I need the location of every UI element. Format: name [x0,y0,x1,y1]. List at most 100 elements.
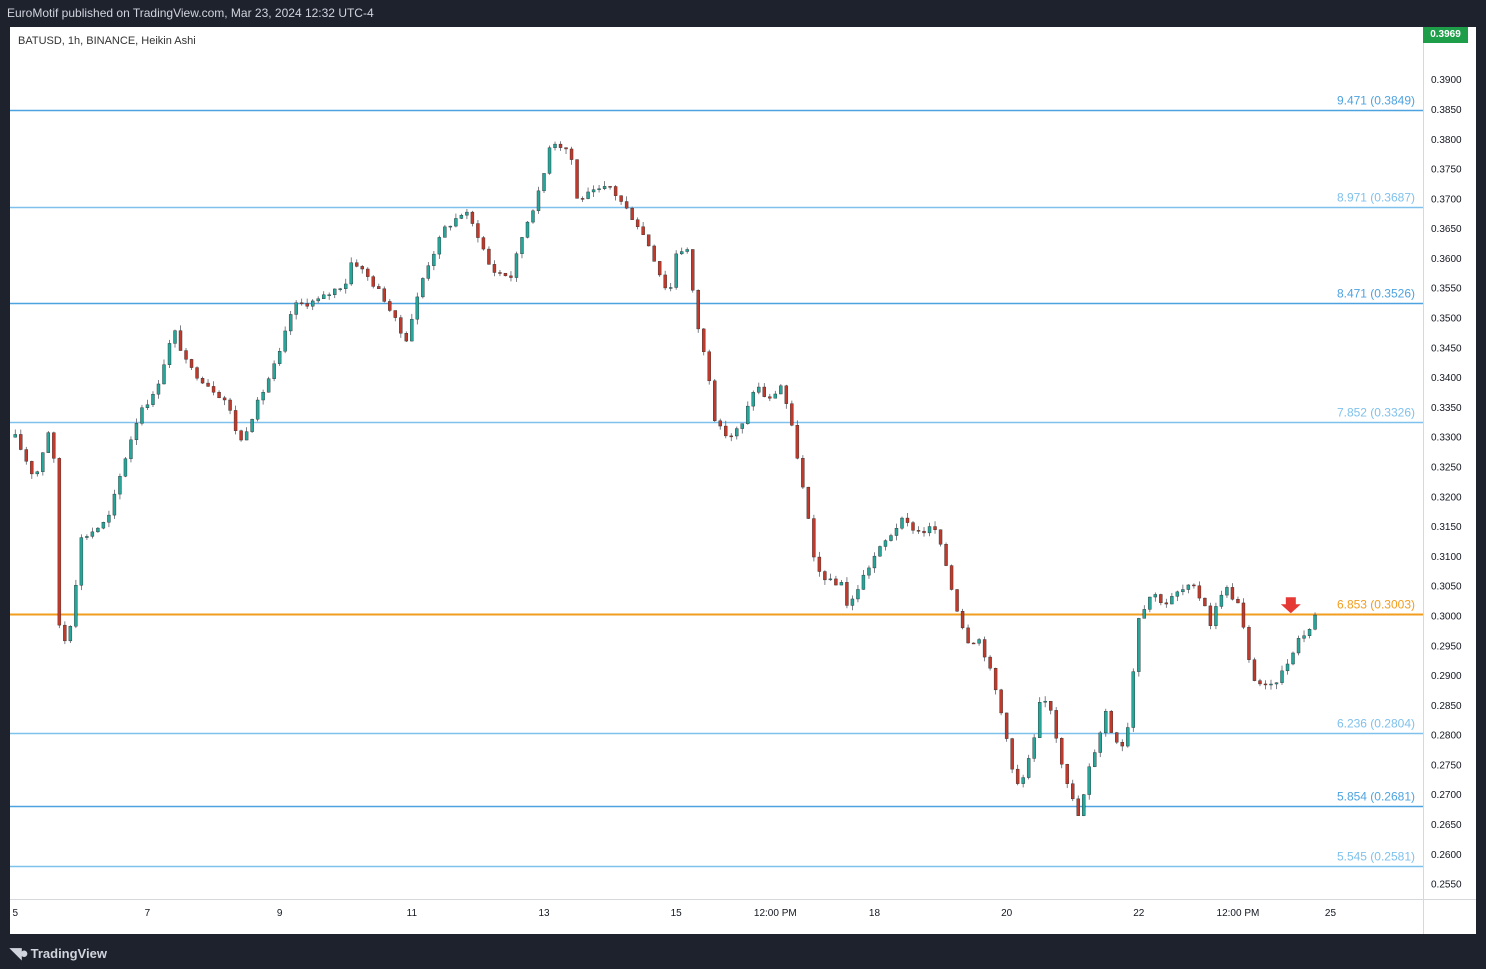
time-tick-label: 9 [277,908,283,919]
candle-body [333,288,337,295]
candle-body [856,589,860,600]
candle-body [1060,737,1064,765]
candle-body [960,611,965,629]
candle-body [602,186,607,189]
candle-body [641,226,645,235]
candle-body [118,476,122,495]
candle-body [1054,710,1058,739]
price-tick-label: 0.2750 [1431,760,1462,771]
candle-body [1065,764,1069,784]
price-tick-label: 0.3250 [1431,463,1462,474]
candle-body [735,428,739,437]
candle-body [1197,585,1202,599]
candle-body [955,589,959,612]
fib-level-label: 6.236 (0.2804) [1337,717,1415,731]
candle-body [239,430,243,441]
candle-body [503,272,508,277]
candle-body [24,449,29,462]
price-tick-label: 0.2950 [1431,641,1462,652]
time-tick-label: 22 [1133,908,1145,919]
candle-body [426,265,431,279]
candle-body [388,301,392,311]
fib-level-label: 8.471 (0.3526) [1337,287,1415,301]
candle-body [949,565,954,590]
candle-body [1026,758,1031,778]
candle-body [1241,602,1246,628]
candle-body [801,458,805,488]
price-tick-label: 0.3850 [1431,105,1462,116]
time-tick-label: 18 [869,908,881,919]
candle-body [779,385,783,395]
candle-body [613,186,618,196]
candle-body [35,471,40,475]
candle-body [988,656,992,669]
candle-body [1170,596,1174,605]
candle-body [1230,587,1235,600]
fib-level-label: 5.545 (0.2581) [1337,850,1415,864]
candle-body [68,626,73,642]
price-chart[interactable]: 0.3900 0.3850 0.3800 0.3750 0.3700 0.3650 0.36… [10,27,1476,934]
candle-body [977,639,981,644]
candle-body [360,266,364,270]
candle-body [63,624,67,642]
candle-body [1274,682,1279,685]
time-tick-label: 11 [407,908,418,919]
time-tick-label: 13 [538,908,550,919]
price-tick-label: 0.2900 [1431,671,1462,682]
candle-body [57,458,62,626]
candle-body [1247,627,1251,660]
candle-body [889,535,893,541]
candle-body [266,378,271,393]
candle-body [724,425,728,437]
candle-body [542,173,546,192]
candle-body [608,186,612,188]
candle-body [999,689,1003,714]
time-tick-label: 15 [671,908,683,919]
price-tick-label: 0.3000 [1431,611,1462,622]
fib-level-label: 8.971 (0.3687) [1337,191,1415,205]
candle-body [916,530,921,532]
tradingview-logo[interactable]: ◥● TradingView [10,944,107,962]
candle-body [707,351,711,382]
price-tick-label: 0.2800 [1431,731,1462,742]
candle-body [74,585,78,627]
candle-body [399,317,403,334]
candle-body [476,223,480,238]
candle-body [580,198,585,200]
candle-body [520,237,524,254]
candle-body [410,318,414,342]
candle-body [250,419,254,432]
candle-body [206,382,210,387]
time-tick-label: 12:00 PM [754,908,797,919]
price-tick-label: 0.3750 [1431,165,1462,176]
price-tick-label: 0.3200 [1431,492,1462,503]
candle-body [459,214,464,219]
candle-body [883,540,888,547]
candle-body [823,571,827,581]
candle-body [922,530,926,534]
candle-body [861,574,866,590]
candle-body [498,272,502,274]
candle-body [1252,659,1257,681]
chart-frame[interactable]: 0.3900 0.3850 0.3800 0.3750 0.3700 0.3650 0.36… [10,27,1476,934]
price-tick-label: 0.3300 [1431,433,1462,444]
candle-body [663,274,667,289]
candle-body [685,249,689,252]
candle-body [1280,670,1284,683]
candle-body [1120,742,1124,747]
price-tick-label: 0.3650 [1431,224,1462,235]
candle-body [261,392,265,401]
price-tick-label: 0.3350 [1431,403,1462,414]
time-tick-label: 20 [1001,908,1013,919]
candle-body [310,300,315,307]
price-tick-label: 0.3100 [1431,552,1462,563]
price-tick-label: 0.3600 [1431,254,1462,265]
candle-body [900,517,904,529]
price-tick-label: 0.3150 [1431,522,1462,533]
candle-body [52,432,56,459]
candle-body [344,283,348,289]
candle-body [85,536,89,538]
candle-body [746,405,750,424]
candle-body [933,526,937,530]
candle-body [377,286,381,289]
